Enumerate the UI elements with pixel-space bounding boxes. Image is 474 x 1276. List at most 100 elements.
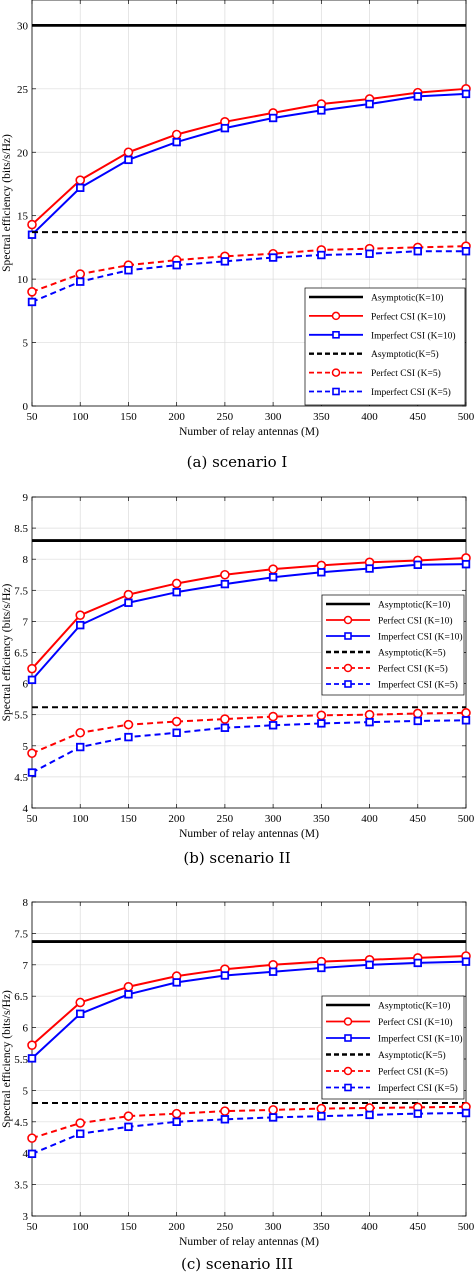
x-tick-label: 500 <box>458 1221 474 1233</box>
legend-label: Imperfect CSI (K=5) <box>371 387 451 398</box>
legend-marker <box>344 680 352 688</box>
data-point <box>75 610 86 620</box>
x-tick-label: 150 <box>120 1221 137 1233</box>
x-tick-label: 50 <box>27 411 39 423</box>
x-tick-label: 100 <box>72 1221 89 1233</box>
data-point <box>220 1115 230 1124</box>
series-line <box>31 1112 467 1155</box>
data-point <box>27 1133 37 1143</box>
series-3 <box>27 559 471 685</box>
data-point <box>220 257 230 266</box>
y-tick-label: 8 <box>23 897 29 909</box>
y-tick-label: 5.5 <box>14 710 28 722</box>
series-5 <box>27 1101 471 1143</box>
y-tick-label: 6.5 <box>14 991 28 1003</box>
data-point <box>220 569 230 580</box>
x-tick-label: 200 <box>168 411 185 423</box>
data-point <box>171 716 182 727</box>
legend-label: Perfect CSI (K=5) <box>378 1067 448 1078</box>
y-tick-label: 20 <box>17 147 29 159</box>
y-tick-label: 10 <box>17 274 29 286</box>
x-tick-label: 100 <box>72 411 89 423</box>
y-axis-label: Spectral efficiency (bits/s/Hz) <box>1 990 13 1128</box>
data-point <box>413 92 422 101</box>
data-point <box>220 123 230 133</box>
data-point <box>75 1118 86 1128</box>
series-line <box>31 87 467 226</box>
series-line <box>31 960 467 1060</box>
data-point <box>413 716 422 726</box>
legend-marker <box>343 615 353 625</box>
data-point <box>172 978 181 987</box>
data-point <box>124 732 133 742</box>
x-tick-label: 50 <box>27 1221 39 1233</box>
data-point <box>268 573 278 582</box>
x-tick-label: 300 <box>265 411 282 423</box>
legend-marker <box>343 1066 353 1076</box>
data-point <box>172 137 181 147</box>
series-line <box>31 1105 467 1140</box>
legend-label: Imperfect CSI (K=5) <box>378 1083 458 1094</box>
legend-label: Asymptotic(K=10) <box>378 600 450 611</box>
data-point <box>220 971 230 980</box>
data-point <box>123 147 134 158</box>
series-2 <box>27 553 471 674</box>
legend-marker <box>331 368 341 377</box>
legend-label: Asymptotic(K=5) <box>378 648 446 659</box>
y-tick-label: 15 <box>17 211 29 223</box>
x-tick-label: 450 <box>410 813 427 825</box>
legend: Asymptotic(K=10) Perfect CSI (K=10) Imperf… <box>321 594 465 696</box>
data-point <box>220 723 230 732</box>
legend-label: Asymptotic(K=5) <box>371 349 439 360</box>
data-point <box>316 1103 327 1114</box>
data-point <box>365 249 374 258</box>
legend-marker <box>343 663 353 673</box>
x-tick-label: 300 <box>265 1221 282 1233</box>
data-point <box>461 89 471 99</box>
legend-label: Asymptotic(K=10) <box>378 1001 450 1012</box>
data-point <box>317 963 326 973</box>
legend-label: Perfect CSI (K=10) <box>378 616 452 627</box>
data-point <box>75 175 86 185</box>
data-point <box>27 663 37 674</box>
data-point <box>76 277 85 286</box>
data-point <box>27 768 37 777</box>
data-point <box>268 1113 278 1122</box>
series-line <box>31 711 467 755</box>
data-point <box>268 711 278 722</box>
y-tick-label: 5 <box>23 1085 29 1097</box>
y-tick-label: 8.5 <box>14 523 28 535</box>
x-tick-label: 150 <box>120 813 137 825</box>
y-tick-label: 3 <box>23 1211 29 1223</box>
data-point <box>268 967 278 976</box>
legend-marker <box>332 330 340 339</box>
legend-label: Perfect CSI (K=5) <box>378 664 448 675</box>
legend-box <box>304 287 466 406</box>
x-tick-label: 300 <box>265 813 282 825</box>
x-tick-label: 250 <box>217 813 234 825</box>
legend-label: Perfect CSI (K=10) <box>378 1017 452 1028</box>
legend-label: Asymptotic(K=10) <box>371 293 443 304</box>
y-tick-label: 5 <box>23 741 29 753</box>
data-point <box>75 269 86 279</box>
data-point <box>172 260 181 270</box>
data-point <box>268 1105 278 1115</box>
x-axis-label: Number of relay antennas (M) <box>179 828 319 840</box>
legend-label: Imperfect CSI (K=10) <box>371 330 456 341</box>
data-point <box>365 1110 374 1120</box>
data-point <box>123 719 134 730</box>
data-point <box>27 1054 37 1063</box>
data-point <box>461 708 471 718</box>
series-2 <box>27 84 471 230</box>
legend: Asymptotic(K=10) Perfect CSI (K=10) Imperf… <box>321 995 465 1100</box>
x-tick-label: 450 <box>410 1221 427 1233</box>
figure-caption: (b) scenario II <box>183 849 290 867</box>
data-point <box>364 709 375 720</box>
series-line <box>31 955 467 1046</box>
series-line <box>31 563 467 681</box>
data-point <box>27 1149 37 1159</box>
legend-label: Asymptotic(K=5) <box>378 1050 446 1061</box>
y-tick-label: 6.5 <box>14 648 28 660</box>
data-point <box>268 721 278 730</box>
